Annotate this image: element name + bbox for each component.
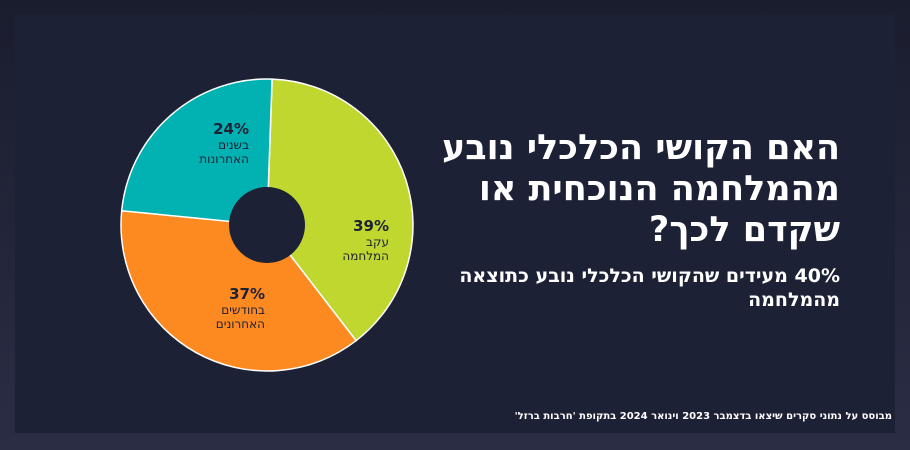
slice-label-line: האחרונים <box>215 317 265 331</box>
slice-label-line: עקב <box>366 235 389 249</box>
chart-subtitle: 40% מעידים שהקושי הכלכלי נובע כתוצאה מהמ… <box>459 265 840 311</box>
slice-label-line: המלחמה <box>342 249 389 263</box>
slice-pct: 39% <box>353 217 389 235</box>
slice-pct: 37% <box>229 285 265 303</box>
slice-label-line: בשנים <box>218 138 249 152</box>
pie-slice <box>120 209 358 372</box>
slice-label-line: בחודשים <box>221 303 265 317</box>
source-footnote: מבוסס על נתוני סקרים שיצאו בדצמבר 2023 ו… <box>514 411 892 422</box>
pie-slice <box>120 78 273 226</box>
chart-title: האם הקושי הכלכלי נובע מהמלחמה הנוכחית או… <box>441 128 840 250</box>
donut-hole <box>229 187 305 263</box>
pie-slice <box>266 78 414 342</box>
slice-label-recent-years: 24% בשנים האחרונות <box>199 120 249 167</box>
slice-label-recent-months: 37% בחודשים האחרונים <box>215 285 265 332</box>
slice-label-war: 39% עקב המלחמה <box>342 217 389 264</box>
slice-label-line: האחרונות <box>199 152 249 166</box>
slice-pct: 24% <box>213 120 249 138</box>
